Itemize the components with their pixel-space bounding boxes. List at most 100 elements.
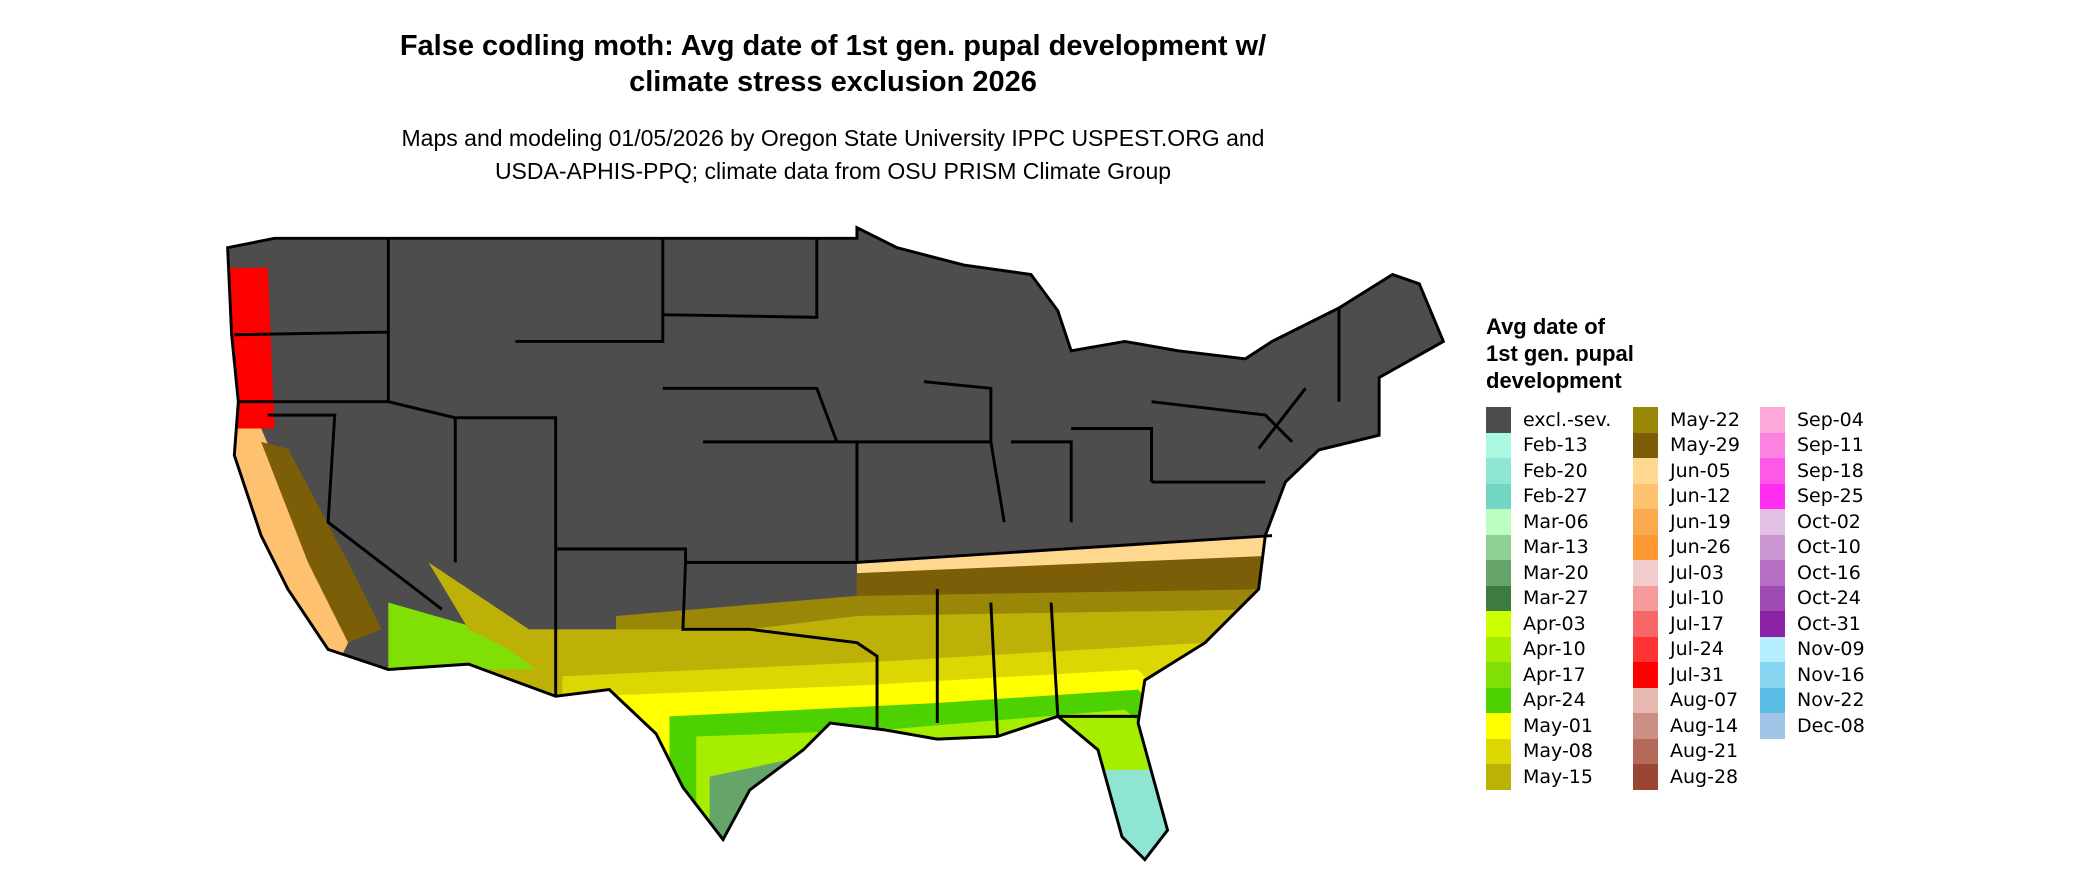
legend-label: Oct-10 bbox=[1797, 536, 1861, 559]
legend-item: Mar-20 bbox=[1486, 560, 1633, 586]
legend-label: Oct-24 bbox=[1797, 587, 1861, 610]
legend-item: Jun-12 bbox=[1633, 483, 1760, 509]
title-line-1: False codling moth: Avg date of 1st gen.… bbox=[399, 30, 1267, 62]
legend-label: Jun-05 bbox=[1670, 459, 1731, 482]
legend-item: Apr-03 bbox=[1486, 611, 1633, 637]
legend-swatch bbox=[1633, 458, 1658, 484]
legend-label: Oct-02 bbox=[1797, 510, 1861, 533]
legend-item: excl.-sev. bbox=[1486, 407, 1633, 433]
legend-label: May-08 bbox=[1523, 740, 1593, 763]
legend-label: Mar-27 bbox=[1523, 587, 1589, 610]
legend-label: excl.-sev. bbox=[1523, 408, 1612, 431]
legend-item: Jul-31 bbox=[1633, 662, 1760, 688]
legend-label: Aug-21 bbox=[1670, 740, 1739, 763]
legend-swatch bbox=[1633, 611, 1658, 637]
legend-label: Feb-13 bbox=[1523, 434, 1588, 457]
legend-swatch bbox=[1760, 687, 1785, 713]
legend-label: Feb-27 bbox=[1523, 485, 1588, 508]
legend-label: Apr-10 bbox=[1523, 638, 1586, 661]
legend-label: Jul-24 bbox=[1670, 638, 1724, 661]
legend-item: May-15 bbox=[1486, 764, 1633, 790]
legend-swatch bbox=[1486, 764, 1511, 790]
band-may-29-ca bbox=[261, 441, 382, 643]
legend-label: Nov-22 bbox=[1797, 689, 1865, 712]
band-apr-24 bbox=[669, 689, 1313, 860]
legend-label: May-01 bbox=[1523, 714, 1593, 737]
legend-item: Aug-28 bbox=[1633, 764, 1760, 790]
legend-title-line-3: development bbox=[1486, 368, 1622, 393]
legend-label: Mar-06 bbox=[1523, 510, 1589, 533]
legend-label: Jun-12 bbox=[1670, 485, 1731, 508]
legend-label: Mar-20 bbox=[1523, 561, 1589, 584]
band-apr-17-az bbox=[388, 602, 536, 670]
legend-item: May-22 bbox=[1633, 407, 1760, 433]
legend-swatch bbox=[1633, 636, 1658, 662]
legend-label: Feb-20 bbox=[1523, 459, 1588, 482]
legend-item: Mar-13 bbox=[1486, 534, 1633, 560]
legend-label: May-22 bbox=[1670, 408, 1740, 431]
legend-swatch bbox=[1760, 585, 1785, 611]
legend-item: Jul-03 bbox=[1633, 560, 1760, 586]
band-jul-31 bbox=[227, 267, 275, 429]
legend-label: Jun-19 bbox=[1670, 510, 1731, 533]
legend-swatch bbox=[1486, 662, 1511, 688]
legend-swatch bbox=[1760, 483, 1785, 509]
legend-swatch bbox=[1760, 432, 1785, 458]
legend-item: Aug-21 bbox=[1633, 738, 1760, 764]
legend-label: Dec-08 bbox=[1797, 714, 1865, 737]
legend-item: Apr-17 bbox=[1486, 662, 1633, 688]
legend-item: Jul-10 bbox=[1633, 585, 1760, 611]
legend-label: Aug-07 bbox=[1670, 689, 1739, 712]
legend-item: Feb-27 bbox=[1486, 483, 1633, 509]
subtitle-line-1: Maps and modeling 01/05/2026 by Oregon S… bbox=[401, 125, 1265, 151]
legend-item: Jul-17 bbox=[1633, 611, 1760, 637]
legend-swatch bbox=[1486, 432, 1511, 458]
legend-item: Jul-24 bbox=[1633, 636, 1760, 662]
band-may-15-az bbox=[428, 562, 549, 670]
legend-swatch bbox=[1760, 534, 1785, 560]
legend-item: May-29 bbox=[1633, 432, 1760, 458]
legend-swatch bbox=[1486, 611, 1511, 637]
legend-swatch bbox=[1633, 407, 1658, 433]
legend-item: May-01 bbox=[1486, 713, 1633, 739]
legend-swatch bbox=[1633, 560, 1658, 586]
legend-swatch bbox=[1486, 687, 1511, 713]
legend-item: Sep-04 bbox=[1760, 407, 1900, 433]
subtitle-line-2: USDA-APHIS-PPQ; climate data from OSU PR… bbox=[494, 158, 1172, 184]
legend-swatch bbox=[1760, 636, 1785, 662]
legend-swatch bbox=[1760, 407, 1785, 433]
legend-swatch bbox=[1486, 483, 1511, 509]
legend-title: Avg date of 1st gen. pupal development bbox=[1486, 313, 1634, 394]
state-borders bbox=[226, 226, 1445, 861]
legend-item: Jun-19 bbox=[1633, 509, 1760, 535]
legend-item: Apr-24 bbox=[1486, 687, 1633, 713]
legend-swatch bbox=[1486, 534, 1511, 560]
legend-swatch bbox=[1486, 509, 1511, 535]
legend-item: Feb-20 bbox=[1486, 458, 1633, 484]
legend-swatch bbox=[1760, 713, 1785, 739]
legend-swatch bbox=[1760, 458, 1785, 484]
legend-swatch bbox=[1633, 713, 1658, 739]
legend-swatch bbox=[1486, 713, 1511, 739]
legend-label: Jul-17 bbox=[1670, 612, 1724, 635]
map-subtitle: Maps and modeling 01/05/2026 by Oregon S… bbox=[233, 122, 1433, 188]
legend-item: Apr-10 bbox=[1486, 636, 1633, 662]
legend-swatch bbox=[1486, 738, 1511, 764]
legend-item: Oct-31 bbox=[1760, 611, 1900, 637]
legend-swatch bbox=[1633, 534, 1658, 560]
legend-label: May-15 bbox=[1523, 765, 1593, 788]
legend-swatch bbox=[1633, 738, 1658, 764]
legend-label: Oct-31 bbox=[1797, 612, 1861, 635]
legend-label: Nov-09 bbox=[1797, 638, 1865, 661]
legend-swatch bbox=[1760, 560, 1785, 586]
legend-item: Dec-08 bbox=[1760, 713, 1900, 739]
legend-label: Mar-13 bbox=[1523, 536, 1589, 559]
legend-label: Nov-16 bbox=[1797, 663, 1865, 686]
legend-swatch bbox=[1760, 509, 1785, 535]
legend-label: Apr-24 bbox=[1523, 689, 1586, 712]
legend-item: May-08 bbox=[1486, 738, 1633, 764]
legend-swatch bbox=[1633, 509, 1658, 535]
legend-swatch bbox=[1633, 687, 1658, 713]
legend-label: Aug-28 bbox=[1670, 765, 1739, 788]
